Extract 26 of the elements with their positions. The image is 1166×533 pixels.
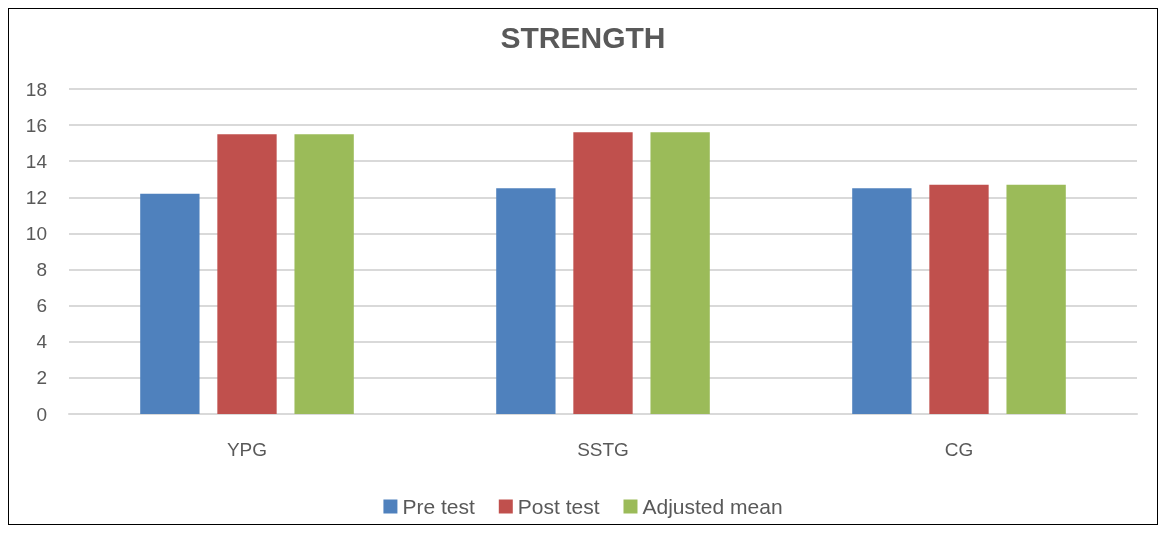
x-tick-label: YPG [226,439,268,460]
x-tick-label: CG [944,439,974,460]
bar [217,134,277,414]
y-tick-label: 18 [25,78,47,100]
bar [1006,184,1066,414]
y-tick-label: 16 [25,114,47,136]
legend-label: Post test [517,495,600,518]
bar [929,184,989,414]
y-tick-label: 6 [36,295,47,317]
y-tick-label: 2 [36,367,47,389]
bar [852,188,912,414]
legend-label: Adjusted mean [642,495,783,518]
bar [140,193,200,414]
y-tick-label: 14 [25,150,48,172]
bar [573,132,633,414]
bar [650,132,710,414]
bar [496,188,556,414]
x-tick-label: SSTG [577,439,629,460]
y-tick-label: 8 [36,259,47,281]
y-tick-label: 10 [25,222,47,244]
legend-label: Pre test [402,495,475,518]
chart-title: STRENGTH [500,20,666,54]
bar [294,134,354,414]
y-tick-label: 12 [25,186,47,208]
y-tick-label: 4 [36,331,48,353]
y-tick-label: 0 [36,403,47,425]
